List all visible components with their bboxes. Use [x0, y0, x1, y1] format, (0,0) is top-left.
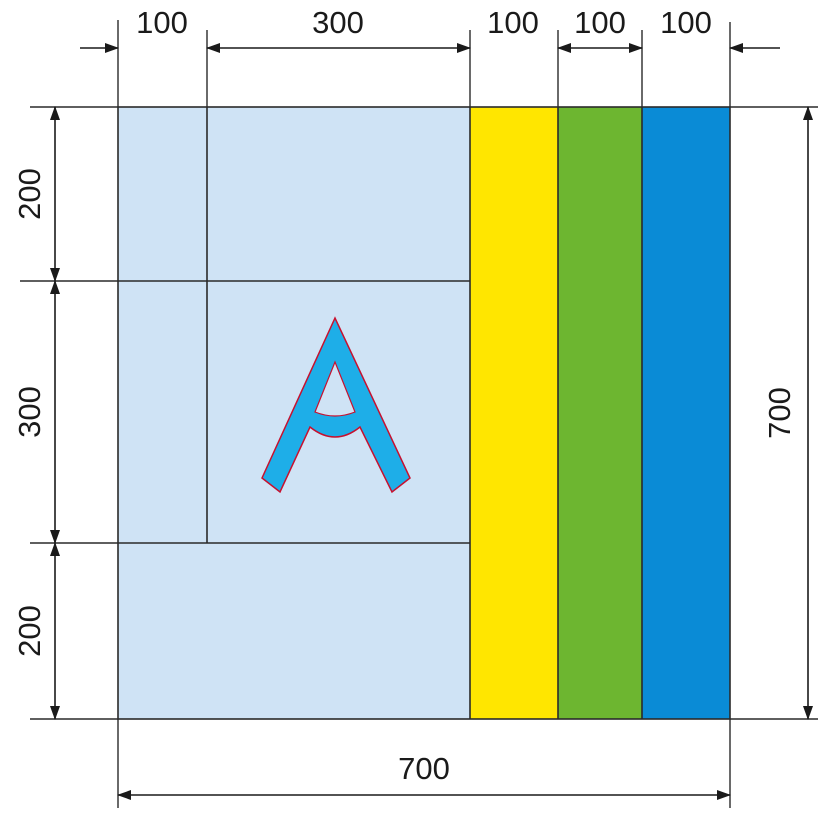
dim-label-top-4: 100 [574, 5, 626, 40]
dim-label-left-2: 300 [12, 386, 47, 438]
dim-label-left-1: 200 [12, 168, 47, 220]
panel-grid-lines [20, 106, 731, 720]
dim-label-top-3: 100 [487, 5, 539, 40]
dim-label-top-1: 100 [136, 5, 188, 40]
blue-strip [642, 107, 730, 719]
yellow-strip [470, 107, 558, 719]
dim-label-top-2: 300 [312, 5, 364, 40]
green-strip [558, 107, 642, 719]
dim-label-right: 700 [762, 387, 797, 439]
letter-a-shape [261, 316, 411, 494]
dim-label-bottom: 700 [398, 751, 450, 786]
dim-label-left-3: 200 [12, 605, 47, 657]
dim-label-top-5: 100 [660, 5, 712, 40]
